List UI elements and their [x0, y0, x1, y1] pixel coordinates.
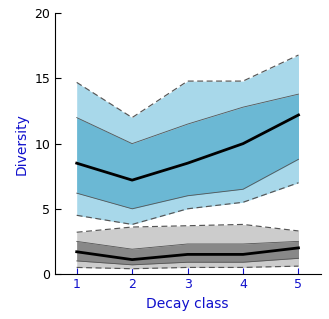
Y-axis label: Diversity: Diversity [15, 113, 29, 174]
X-axis label: Decay class: Decay class [146, 297, 229, 311]
